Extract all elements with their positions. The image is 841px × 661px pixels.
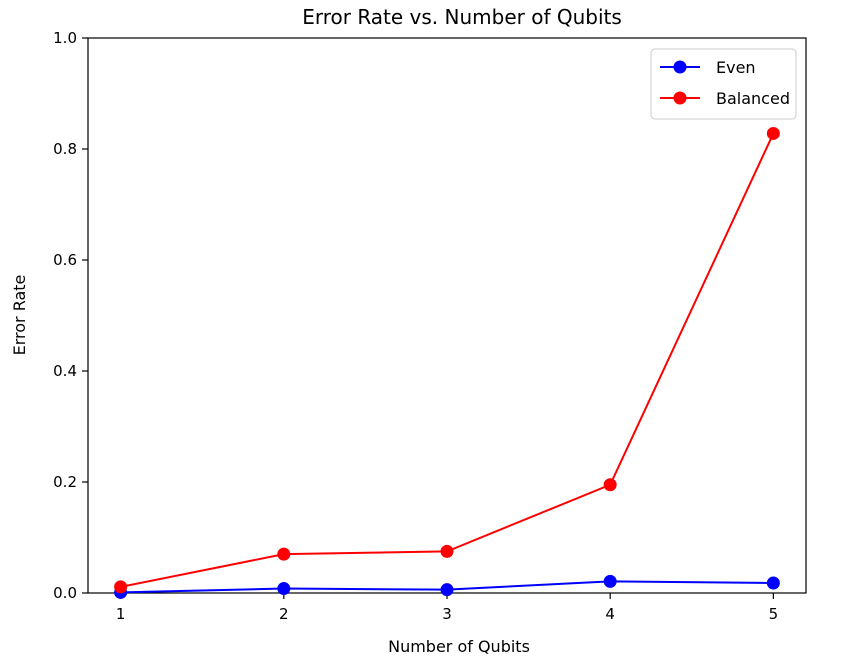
x-axis-label: Number of Qubits — [388, 637, 530, 656]
legend: Even Balanced — [650, 48, 797, 120]
data-point-balanced — [766, 126, 780, 140]
data-point-even — [603, 574, 617, 588]
x-tick-label: 1 — [116, 605, 126, 623]
data-point-even — [766, 576, 780, 590]
y-axis-ticks: 0.0 0.2 0.4 0.6 0.8 1.0 — [53, 29, 88, 602]
legend-marker-balanced — [673, 91, 687, 105]
y-tick-label: 0.6 — [53, 251, 77, 269]
series-group — [114, 126, 780, 599]
data-point-balanced — [114, 580, 128, 594]
y-tick-label: 1.0 — [53, 29, 77, 47]
x-axis-ticks: 1 2 3 4 5 — [116, 593, 778, 623]
y-axis-label: Error Rate — [10, 275, 29, 356]
x-tick-label: 3 — [442, 605, 452, 623]
series-line-balanced — [120, 133, 775, 588]
y-tick-label: 0.8 — [53, 140, 77, 158]
legend-label-balanced: Balanced — [716, 89, 790, 108]
y-tick-label: 0.0 — [53, 584, 77, 602]
data-point-balanced — [440, 544, 454, 558]
series-balanced — [114, 126, 780, 594]
legend-label-even: Even — [716, 58, 756, 77]
legend-marker-even — [673, 60, 687, 74]
data-point-balanced — [277, 547, 291, 561]
x-tick-label: 5 — [769, 605, 779, 623]
data-point-even — [440, 583, 454, 597]
series-even — [114, 574, 780, 599]
x-tick-label: 4 — [605, 605, 615, 623]
plot-area-frame — [87, 37, 807, 594]
x-tick-label: 2 — [279, 605, 289, 623]
y-tick-label: 0.4 — [53, 362, 77, 380]
y-tick-label: 0.2 — [53, 473, 77, 491]
data-point-balanced — [603, 478, 617, 492]
legend-entries: Even Balanced — [660, 58, 790, 108]
chart-title: Error Rate vs. Number of Qubits — [302, 5, 622, 29]
data-point-even — [277, 582, 291, 596]
